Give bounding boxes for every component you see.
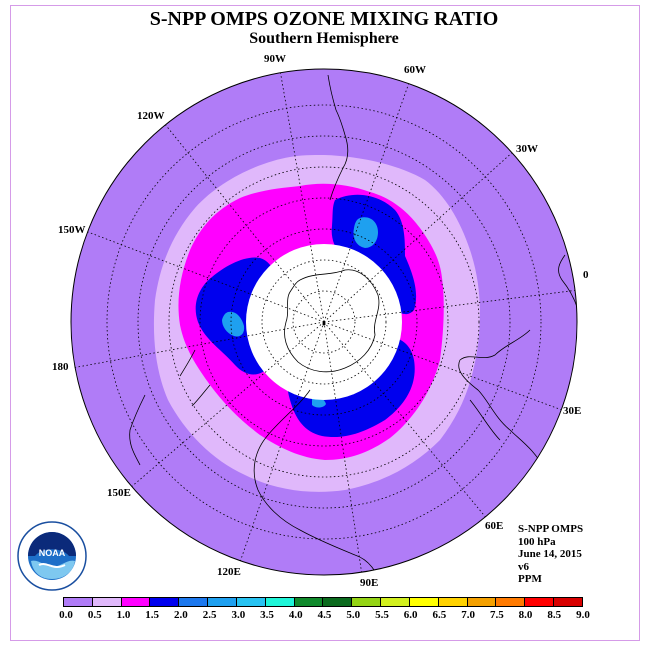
colorbar-tick-label: 8.0	[518, 609, 533, 621]
info-block: S-NPP OMPS 100 hPa June 14, 2015 v6 PPM	[518, 523, 583, 586]
colorbar-segment	[467, 598, 497, 606]
lon-label-120w: 120W	[137, 110, 165, 122]
colorbar-segment	[525, 598, 555, 606]
noaa-logo-text: NOAA	[39, 548, 66, 558]
colorbar-tick-label: 7.0	[461, 609, 475, 621]
colorbar-segment	[323, 598, 353, 606]
map-subtitle: Southern Hemisphere	[249, 30, 399, 47]
map-boundary	[70, 68, 578, 576]
colorbar-tick-label: 9.0	[576, 609, 590, 621]
coastlines	[129, 74, 577, 575]
colorbar	[63, 597, 583, 607]
colorbar-segment	[438, 598, 468, 606]
info-level: 100 hPa	[518, 535, 556, 548]
lon-label-30w: 30W	[516, 143, 538, 155]
colorbar-tick-label: 4.0	[288, 609, 303, 621]
colorbar-segment	[208, 598, 237, 606]
colorbar-tick-label: 1.0	[116, 609, 131, 621]
colorbar-segment	[409, 598, 439, 606]
plot-frame	[10, 5, 640, 641]
colorbar-segment	[92, 598, 122, 606]
colorbar-segment	[265, 598, 295, 606]
colorbar-tick-label: 0.5	[87, 609, 102, 621]
colorbar-tick-label: 5.5	[375, 609, 389, 621]
colorbar-tick-label: 2.5	[202, 609, 217, 621]
colorbar-segment	[294, 598, 324, 606]
meridians	[71, 69, 577, 575]
info-date: June 14, 2015	[518, 548, 582, 560]
lon-label-180: 180	[52, 361, 69, 373]
colorbar-tick-label: 3.0	[231, 609, 246, 621]
colorbar-tick-label: 4.5	[317, 609, 332, 621]
colorbar-tick-label: 7.5	[489, 609, 504, 621]
info-instrument: S-NPP OMPS	[518, 523, 584, 535]
colorbar-tick-label: 5.0	[346, 609, 361, 621]
lon-label-90e: 90E	[360, 577, 378, 589]
lon-label-150e: 150E	[107, 487, 131, 499]
colorbar-tick-label: 6.5	[432, 609, 447, 621]
info-version: v6	[518, 560, 529, 573]
colorbar-segment	[121, 598, 151, 606]
info-units: PPM	[518, 573, 542, 585]
colorbar-segment	[554, 598, 582, 606]
colorbar-tick-label: 8.5	[547, 609, 562, 621]
lon-label-90w: 90W	[264, 53, 286, 65]
colorbar-segment	[64, 598, 93, 606]
colorbar-segment	[150, 598, 180, 606]
colorbar-segment	[236, 598, 266, 606]
colorbar-segment	[381, 598, 410, 606]
lon-label-30e: 30E	[563, 405, 581, 417]
colorbar-tick-label: 0.0	[59, 609, 73, 621]
colorbar-segment	[352, 598, 382, 606]
map-title: S-NPP OMPS OZONE MIXING RATIO	[149, 8, 499, 30]
colorbar-tick-label: 2.0	[174, 609, 188, 621]
colorbar-segment	[179, 598, 209, 606]
colorbar-tick-label: 1.5	[145, 609, 160, 621]
ozone-band-1.5-east	[331, 194, 417, 315]
lon-label-60w: 60W	[404, 64, 426, 76]
ozone-band-2.0-east	[353, 217, 378, 248]
colorbar-segment	[496, 598, 526, 606]
lon-label-60e: 60E	[485, 520, 503, 532]
noaa-logo-icon: NOAA	[17, 521, 87, 591]
lon-label-150w: 150W	[58, 224, 86, 236]
colorbar-tick-label: 6.0	[403, 609, 418, 621]
ozone-band-2.0-west	[222, 311, 245, 337]
colorbar-tick-label: 3.5	[260, 609, 274, 621]
lon-label-0: 0	[583, 269, 589, 281]
lon-label-120e: 120E	[217, 566, 241, 578]
